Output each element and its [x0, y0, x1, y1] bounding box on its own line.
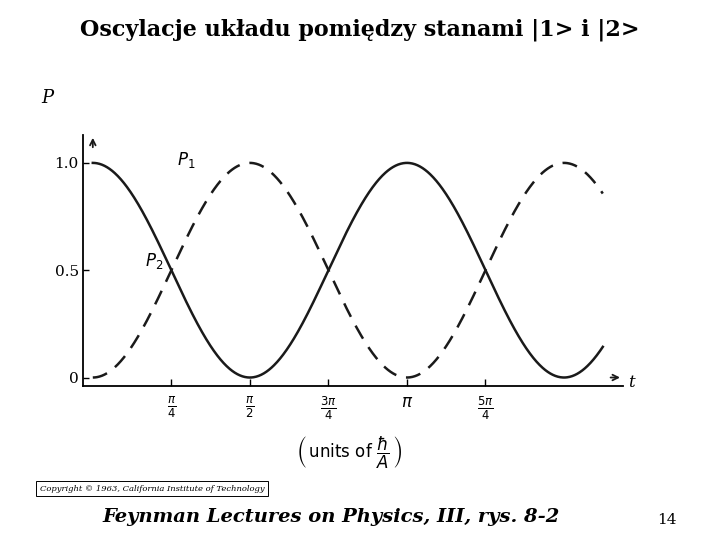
Text: Feynman Lectures on Physics, III, rys. 8-2: Feynman Lectures on Physics, III, rys. 8… [102, 509, 560, 526]
Text: Oscylacje układu pomiędzy stanami |1> i |2>: Oscylacje układu pomiędzy stanami |1> i … [80, 19, 640, 42]
Text: 14: 14 [657, 512, 677, 526]
Text: $\left(\,\mathrm{units\ of\ }\dfrac{\hbar}{A}\,\right)$: $\left(\,\mathrm{units\ of\ }\dfrac{\hba… [296, 435, 402, 471]
Text: $P_1$: $P_1$ [177, 150, 196, 170]
Text: Copyright © 1963, California Institute of Technology: Copyright © 1963, California Institute o… [40, 485, 264, 492]
Text: $P_2$: $P_2$ [145, 251, 163, 271]
Text: t: t [628, 374, 634, 392]
Text: P: P [42, 90, 54, 107]
